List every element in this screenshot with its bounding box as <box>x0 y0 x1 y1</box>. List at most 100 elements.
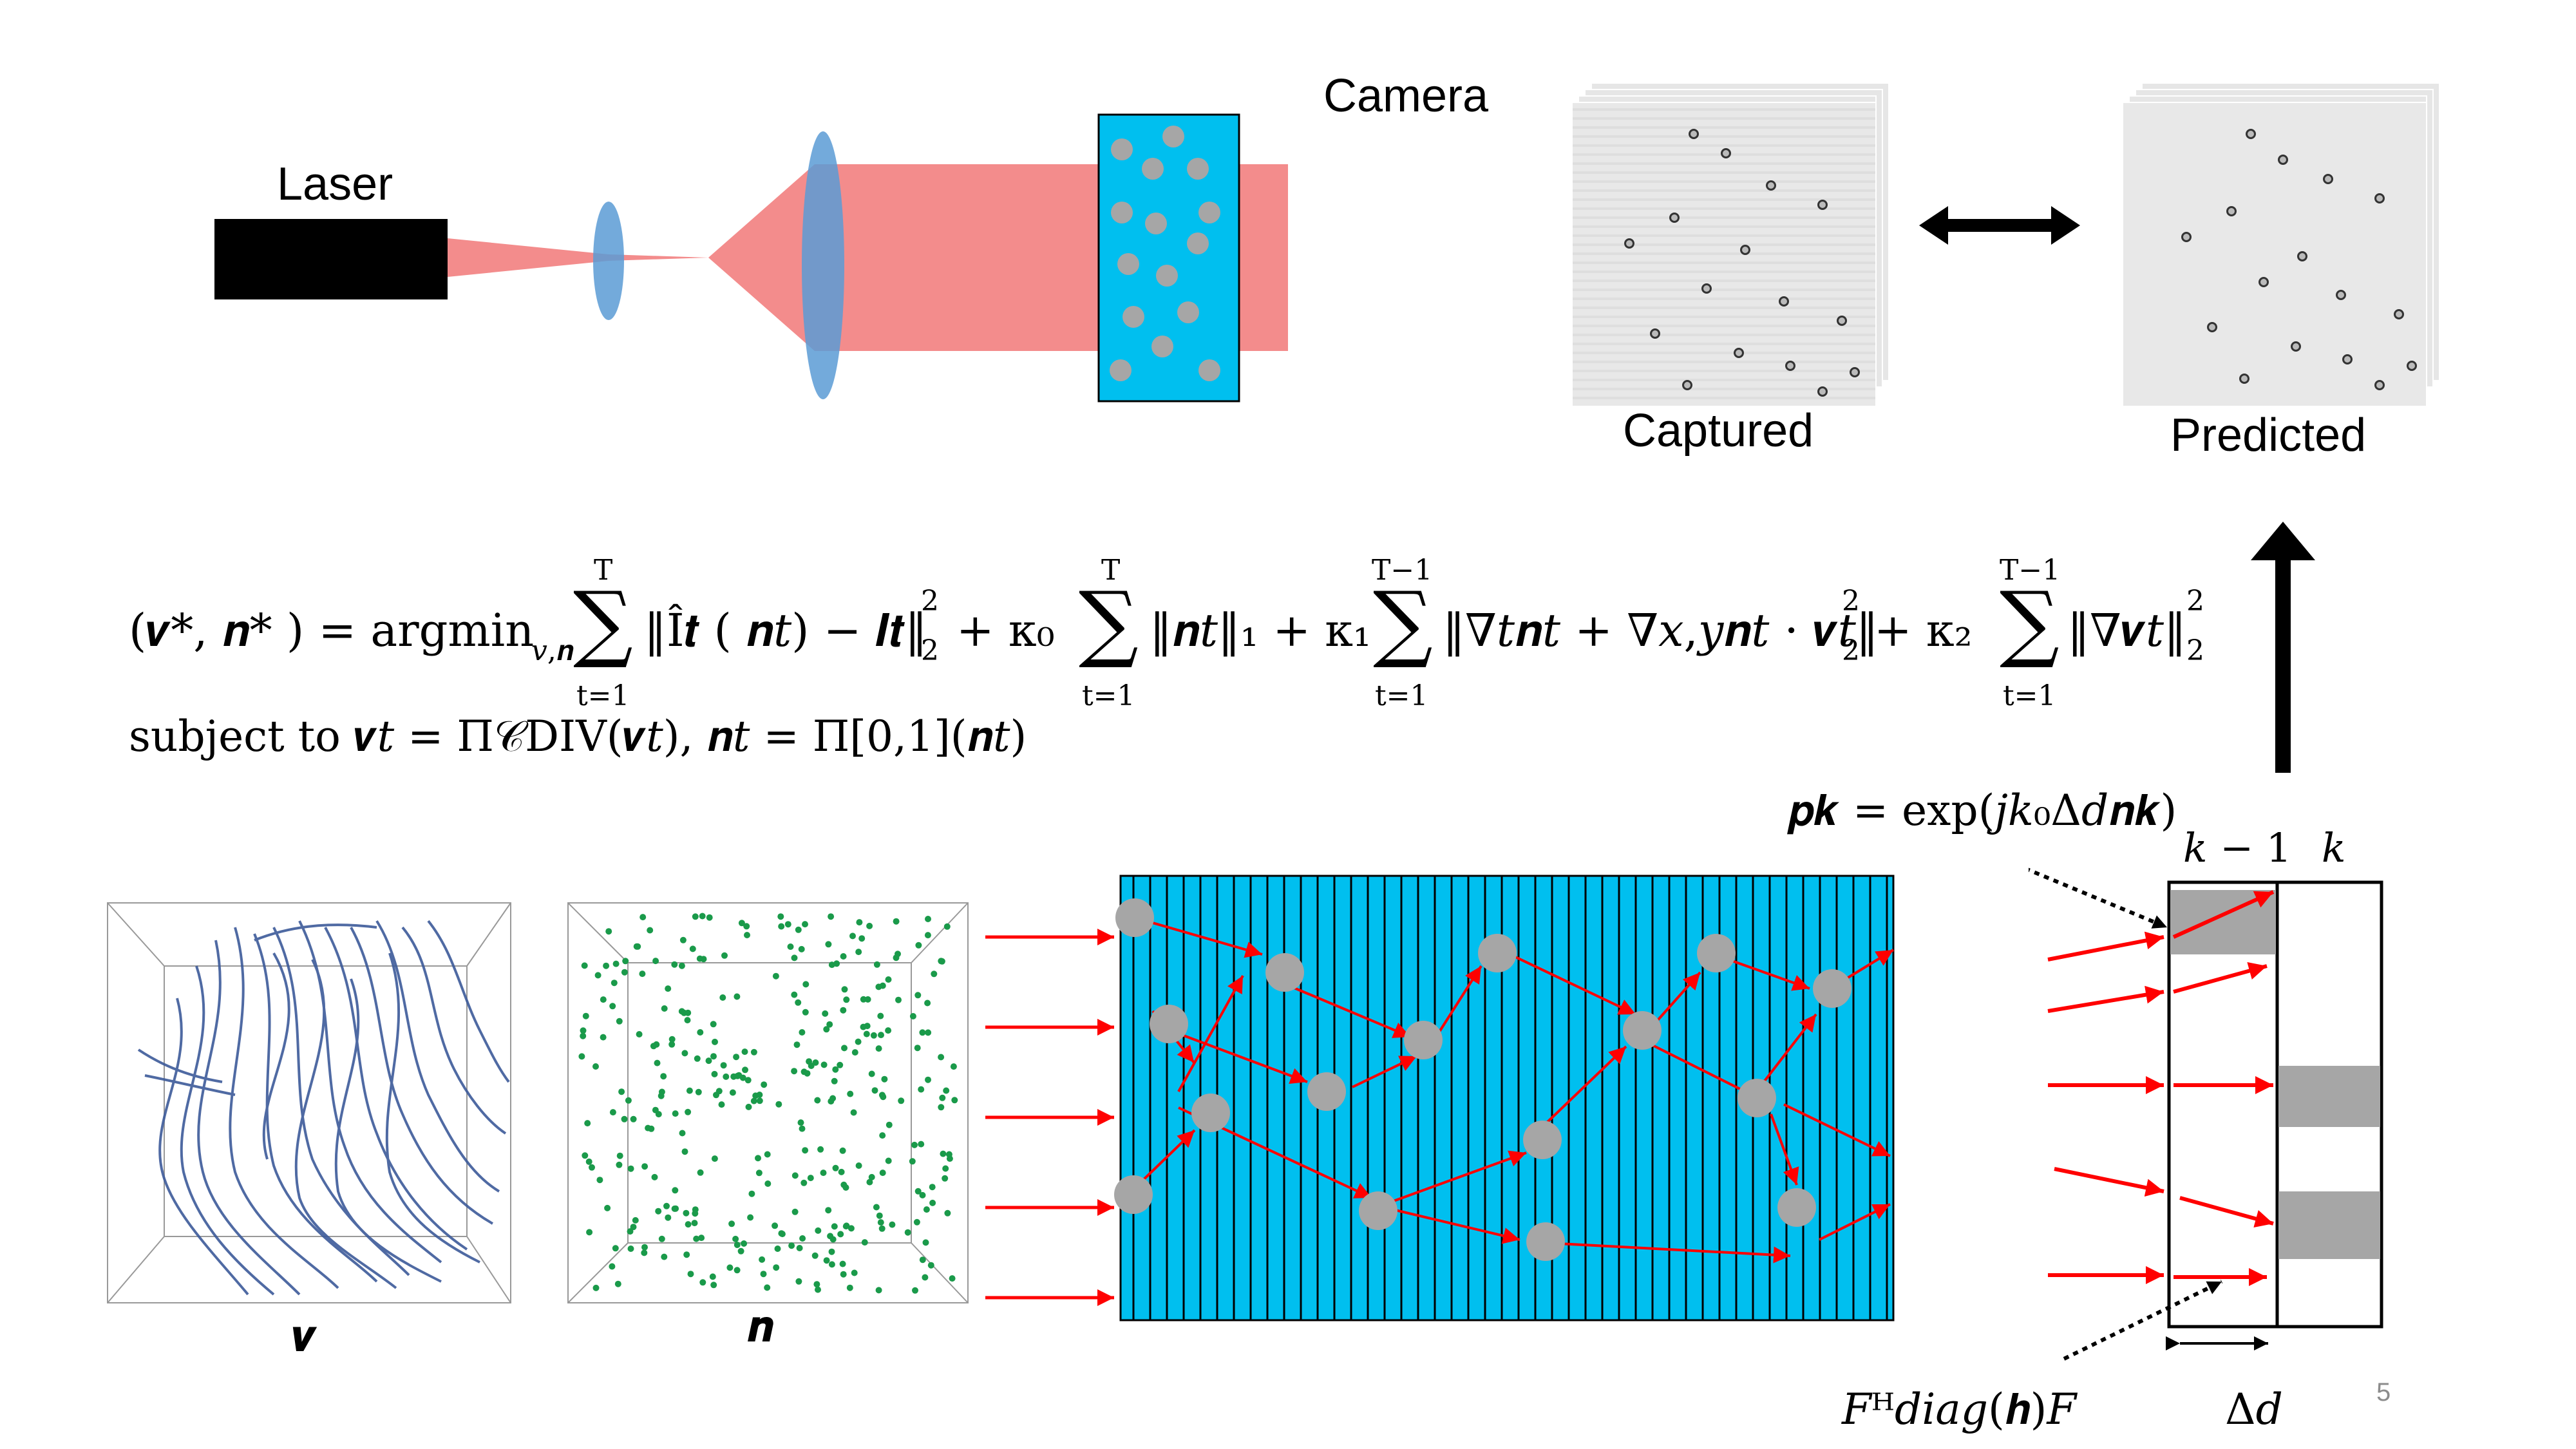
scatter-dot <box>868 1173 875 1180</box>
scatter-dot <box>843 1222 850 1229</box>
scatter-dot <box>744 1077 752 1084</box>
scatter-dot <box>710 1021 717 1028</box>
scatter-dot <box>873 1204 880 1211</box>
scatter-dot <box>945 1151 952 1158</box>
scatter-dot <box>604 1204 611 1211</box>
scatter-dot <box>672 1187 679 1194</box>
scatter-dot <box>760 1271 767 1278</box>
scatter-dot <box>840 1007 847 1014</box>
sum4-bottom: t=1 <box>2003 679 2056 712</box>
scatter-dot <box>609 1109 616 1116</box>
scatter-dot <box>641 1163 649 1170</box>
scatter-dot <box>927 1262 934 1269</box>
scatter-dot <box>798 945 805 952</box>
scatter-dot <box>678 1008 685 1015</box>
scatter-dot <box>851 1049 858 1056</box>
scatter-dot <box>873 961 880 968</box>
streamlines <box>137 920 510 1296</box>
scatter-dot <box>813 1281 820 1288</box>
scatter-dot <box>800 1179 808 1186</box>
sum3-bottom: t=1 <box>1375 679 1428 712</box>
sum3-symbol: ∑ <box>1373 573 1433 671</box>
scatter-dot <box>791 1208 799 1215</box>
scatter-dot <box>612 1245 619 1252</box>
scatter-dot <box>942 1175 949 1182</box>
scatter-dot <box>858 935 866 942</box>
scatter-dot <box>693 1235 700 1242</box>
term3-sup: 2 <box>1842 585 1860 618</box>
scatter-dot <box>594 972 601 979</box>
scatter-dot <box>828 961 835 969</box>
scatter-dot <box>912 1287 918 1294</box>
scatter-dot <box>846 1284 853 1291</box>
scatter-dot <box>779 1231 786 1238</box>
scatter-dot <box>885 1027 892 1034</box>
scatter-dot <box>919 1191 926 1198</box>
scatter-dot <box>660 1073 667 1080</box>
scatter-dot <box>823 1257 830 1264</box>
term4: ‖∇𝒗𝑡‖ <box>2067 604 2186 657</box>
multislice-diagram <box>985 875 1895 1321</box>
scatter-dot <box>694 1055 701 1062</box>
scatter-dot <box>838 1168 845 1175</box>
scatter-dot <box>582 1152 589 1159</box>
scatter-dot <box>671 961 678 968</box>
scatter-dot <box>622 958 629 965</box>
scatter-dot <box>913 1218 920 1226</box>
scatter-dot <box>681 1050 688 1057</box>
phase-block-3 <box>2278 1191 2380 1259</box>
scatter-dot <box>600 1034 607 1041</box>
scatter-dot <box>878 1032 884 1039</box>
scatter-dot <box>614 1280 621 1287</box>
scatter-dot <box>592 1284 600 1291</box>
incoming-rays <box>985 929 1114 1306</box>
velocity-label: 𝒗 <box>293 1311 316 1361</box>
scatter-dot <box>741 1240 748 1247</box>
scatter-dot <box>630 1224 637 1231</box>
scatter-dot <box>582 1012 589 1019</box>
scatter-dot <box>949 1275 956 1282</box>
scatter-dot <box>915 942 922 949</box>
scatter-dot <box>839 1260 846 1267</box>
scatter-dot <box>881 1075 888 1083</box>
scatter-dot <box>825 1207 832 1214</box>
scatter-dot <box>639 971 646 978</box>
scatter-dot <box>843 996 850 1003</box>
scatter-dot <box>678 962 685 969</box>
scatter-dot <box>618 1088 625 1095</box>
scatter-dot <box>679 936 687 943</box>
scatter-dot <box>698 1235 705 1242</box>
lens-small <box>593 202 624 320</box>
scatter-dot <box>879 1132 886 1139</box>
scatter-dot <box>839 1147 846 1154</box>
scatter-dot <box>924 999 931 1007</box>
scatter-dot <box>600 996 607 1003</box>
scatter-dot <box>878 1225 886 1232</box>
scatter-dot <box>815 1227 822 1234</box>
slab-particles <box>1114 898 1852 1261</box>
scatter-dot <box>832 1164 839 1171</box>
scatter-dot <box>627 1228 634 1235</box>
scatter-dot <box>764 1284 771 1291</box>
term3: ‖∇𝑡𝒏𝑡 + ∇𝑥,𝑦𝒏𝑡 ⋅ 𝒗𝑡‖ <box>1443 604 1879 657</box>
scatter-dot <box>719 994 726 1001</box>
scatter-dot <box>700 956 707 963</box>
scatter-dot <box>866 1179 873 1186</box>
kappa0: + κ₀ <box>956 604 1055 657</box>
scatter-dot <box>925 916 931 922</box>
scatter-dot <box>925 1076 931 1083</box>
scatter-dot <box>804 1070 811 1077</box>
sum3-top: T−1 <box>1372 554 1433 587</box>
up-arrow <box>2251 522 2315 773</box>
scatter-dot <box>826 1021 833 1028</box>
scatter-dot <box>711 1155 718 1162</box>
scatter-dot <box>755 1170 762 1177</box>
scatter-dot <box>851 1269 858 1276</box>
index-label: 𝒏 <box>747 1301 773 1351</box>
scatter-dot <box>612 960 620 967</box>
optical-setup <box>214 113 1288 402</box>
scatter-dot <box>850 1109 857 1116</box>
scatter-dot <box>652 958 659 965</box>
scatter-dot <box>695 1088 702 1095</box>
scatter-dot <box>772 1222 779 1229</box>
